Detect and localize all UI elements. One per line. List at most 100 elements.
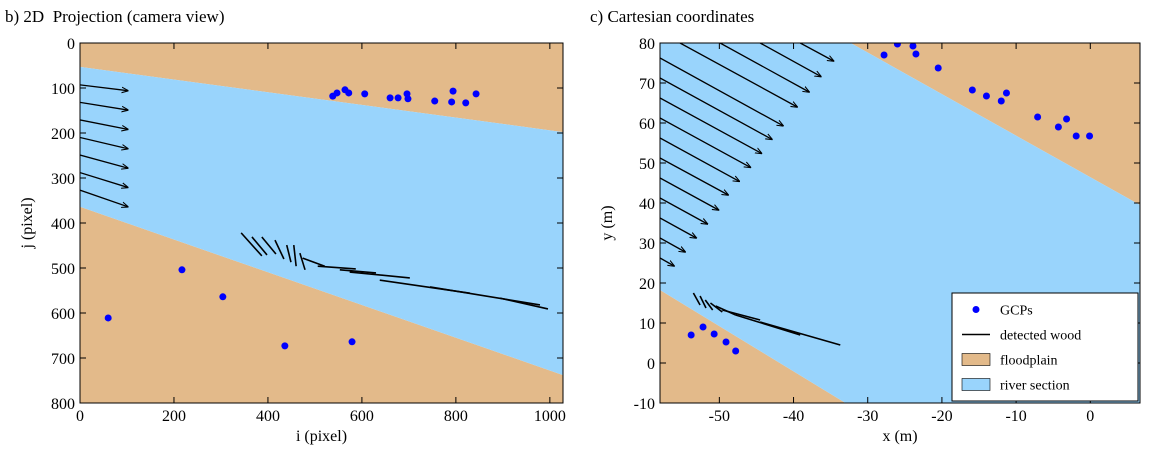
legend: GCPs detected wood floodplain river section [951, 292, 1139, 402]
wood-segment [349, 271, 410, 279]
x-axis-label: i (pixel) [296, 428, 347, 445]
gcp-point [1034, 113, 1042, 121]
gcp-point [219, 293, 227, 301]
wood-segment [292, 244, 297, 267]
x-tick-label: -50 [709, 408, 730, 425]
y-tick-label: 500 [51, 261, 75, 278]
legend-marker [972, 306, 980, 313]
gcp-point [449, 87, 457, 95]
legend-label: river section [1000, 379, 1070, 394]
flow-arrow [80, 171, 128, 188]
flow-arrow [660, 57, 783, 126]
axes-frame [659, 42, 1141, 404]
x-tick-label: -30 [857, 408, 878, 425]
wood-segment [704, 299, 714, 311]
x-tick-label: 1000 [534, 408, 566, 425]
legend-marker [961, 378, 991, 391]
y-tick-label: 400 [51, 216, 75, 233]
gcp-point [386, 94, 394, 102]
y-axis-label: j (pixel) [19, 197, 36, 249]
wood-segment [759, 321, 841, 346]
gcp-point [104, 314, 112, 322]
flow-arrow [80, 84, 128, 91]
gcp-point [687, 331, 695, 339]
flow-arrow [660, 217, 696, 238]
wood-segment [722, 309, 761, 321]
flow-arrow [759, 43, 821, 77]
wood-segment [285, 244, 292, 263]
gcp-point [722, 338, 730, 346]
x-tick-label: 0 [1086, 408, 1094, 425]
y-tick-label: -10 [634, 396, 655, 413]
legend-label: detected wood [1000, 329, 1081, 344]
region [80, 206, 563, 403]
legend-label: GCPs [1000, 304, 1033, 319]
flow-arrow [660, 77, 772, 139]
gcp-point [333, 89, 341, 97]
y-tick-label: 100 [51, 81, 75, 98]
x-tick-label: 200 [162, 408, 186, 425]
flow-arrow [80, 101, 128, 110]
gcp-point [893, 43, 901, 48]
flow-arrow [660, 197, 707, 224]
wood-segment [274, 239, 285, 260]
wood-segment [699, 295, 707, 309]
flow-arrow [660, 97, 762, 153]
wood-segment [317, 265, 356, 270]
flow-arrow [80, 119, 128, 129]
gcp-point [934, 64, 942, 72]
gcp-point [1072, 132, 1080, 140]
x-tick-label: 600 [350, 408, 374, 425]
x-tick-label: -20 [931, 408, 952, 425]
y-tick-label: 0 [67, 36, 75, 53]
y-tick-label: 80 [639, 36, 655, 53]
gcp-point [912, 50, 920, 58]
gcp-point [345, 89, 353, 97]
flow-arrow [660, 117, 751, 167]
y-tick-label: 200 [51, 126, 75, 143]
y-tick-label: 700 [51, 351, 75, 368]
wood-segment [302, 257, 326, 267]
wood-segment [299, 252, 306, 271]
flow-arrow [799, 43, 833, 61]
gcp-point [1054, 123, 1062, 131]
region [80, 66, 563, 376]
wood-segment [261, 236, 277, 255]
gcp-point [178, 266, 186, 274]
wood-segment [429, 286, 541, 306]
y-tick-label: 40 [639, 196, 655, 213]
x-tick-label: 0 [76, 408, 84, 425]
flow-arrow [679, 43, 797, 107]
x-tick-label: -10 [1005, 408, 1026, 425]
gcp-point [909, 43, 917, 50]
y-tick-label: 30 [639, 236, 655, 253]
wood-segment [692, 292, 701, 306]
y-tick-label: 0 [647, 356, 655, 373]
gcp-point [1086, 132, 1094, 140]
chart-title: c) Cartesian coordinates [590, 7, 754, 26]
flow-arrow [660, 157, 728, 195]
gcp-point [348, 338, 356, 346]
y-tick-label: 600 [51, 306, 75, 323]
flow-arrow [660, 137, 739, 181]
wood-segment [240, 232, 263, 257]
gcp-point [982, 92, 990, 100]
y-tick-label: 10 [639, 316, 655, 333]
panel: -50 -40 -30 -20 -10 0 -10 0 10 20 30 40 50 60 70 80 c) C… [590, 7, 1141, 445]
gcp-point [431, 97, 439, 105]
wood-segment [339, 269, 377, 274]
flow-arrow [80, 136, 128, 149]
gcp-point [448, 98, 456, 106]
x-tick-label: 400 [256, 408, 280, 425]
gcp-point [880, 51, 888, 59]
wood-segment [251, 236, 268, 256]
gcp-point [710, 330, 718, 338]
flow-arrow [719, 43, 809, 92]
flow-arrow [80, 154, 128, 168]
panel: 0 200 400 600 800 1000 0 100 200 300 400 500 600 700 8… [5, 7, 566, 445]
gcp-point [472, 90, 480, 98]
flow-arrow [660, 237, 685, 252]
y-tick-label: 50 [639, 156, 655, 173]
